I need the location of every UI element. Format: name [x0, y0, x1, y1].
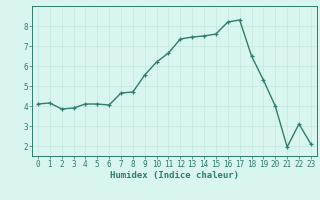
- X-axis label: Humidex (Indice chaleur): Humidex (Indice chaleur): [110, 171, 239, 180]
